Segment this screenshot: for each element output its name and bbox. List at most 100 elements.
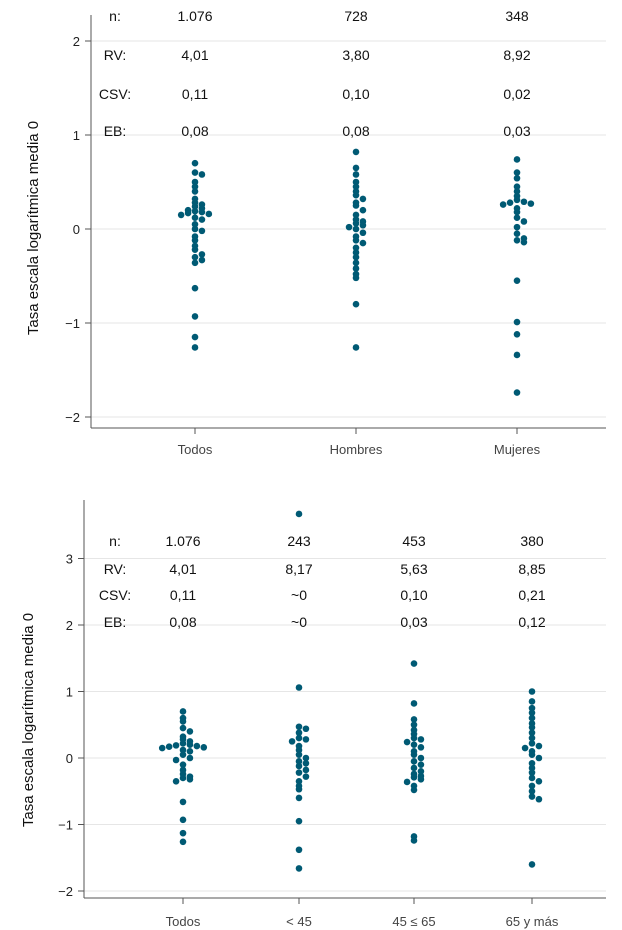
data-point [295, 684, 303, 691]
data-point [352, 183, 360, 190]
data-point [191, 333, 199, 341]
data-point [359, 221, 367, 229]
data-point [417, 744, 425, 751]
data-point [528, 793, 536, 800]
data-point [186, 741, 194, 748]
data-point [528, 714, 536, 722]
data-point [506, 199, 514, 206]
stat-row-label: RV: [104, 47, 127, 63]
data-point [410, 721, 418, 729]
data-point [179, 838, 187, 846]
data-point [528, 729, 536, 737]
stat-value: 4,01 [169, 561, 196, 577]
stat-value: 0,08 [342, 123, 369, 139]
data-point [417, 736, 425, 743]
data-point [528, 760, 536, 767]
data-point [513, 196, 521, 204]
data-point [191, 214, 199, 222]
data-point [184, 209, 192, 217]
stat-value: 0,10 [400, 587, 427, 603]
data-point [359, 206, 367, 214]
data-point [193, 742, 201, 750]
data-point [295, 758, 303, 765]
data-point [172, 777, 180, 785]
data-point [352, 244, 360, 252]
stat-value: 0,03 [503, 123, 530, 139]
data-point [535, 795, 543, 803]
data-point [352, 249, 360, 256]
data-point [513, 330, 521, 338]
data-point [295, 769, 303, 776]
stat-value: 0,21 [518, 587, 545, 603]
data-point [528, 698, 536, 705]
data-point [403, 778, 411, 786]
data-point [179, 708, 187, 715]
y-tick-label: 0 [73, 222, 80, 237]
data-point [191, 203, 199, 210]
data-point [352, 211, 360, 219]
data-point [352, 274, 360, 282]
y-tick-label: 2 [66, 618, 73, 633]
data-point [191, 178, 199, 186]
data-point [179, 816, 187, 824]
data-point [417, 761, 425, 768]
stat-value: 8,17 [285, 561, 312, 577]
data-point [520, 198, 528, 206]
data-point [410, 837, 418, 844]
data-point [191, 253, 199, 261]
data-point [352, 164, 360, 172]
stat-row-label: EB: [104, 123, 127, 139]
y-tick-label: −2 [58, 884, 73, 899]
y-tick-label: −1 [58, 818, 73, 833]
data-point [410, 764, 418, 772]
data-point [295, 794, 303, 802]
y-tick-label: −2 [65, 410, 80, 425]
data-point [499, 201, 507, 208]
data-point [295, 846, 303, 854]
data-point [352, 253, 360, 261]
data-point [513, 223, 521, 231]
data-point [191, 259, 199, 267]
stat-value: 1.076 [165, 533, 200, 549]
stat-value: 0,02 [503, 86, 530, 102]
chart-panel-sex: −2 −1 0 1 2 Tasa escala logarítmica media 0 To… [25, 8, 606, 457]
stat-value: 3,80 [342, 47, 369, 63]
data-point [165, 743, 173, 750]
data-point [417, 754, 425, 762]
data-point [352, 171, 360, 178]
data-point [186, 775, 194, 783]
data-point [295, 817, 303, 825]
stat-value: 5,63 [400, 561, 427, 577]
data-point [513, 208, 521, 216]
stat-row-label: CSV: [99, 587, 131, 603]
data-point [535, 754, 543, 762]
data-point [302, 736, 310, 743]
category-label: < 45 [286, 914, 312, 929]
data-point [417, 775, 425, 783]
data-point [410, 773, 418, 781]
data-point [302, 725, 310, 733]
data-point [513, 351, 521, 359]
data-point [191, 221, 199, 228]
data-point [179, 746, 187, 754]
data-point [191, 188, 199, 195]
data-point [177, 211, 185, 219]
data-point [198, 227, 206, 235]
stat-row-label: EB: [104, 614, 127, 630]
stat-value: 8,92 [503, 47, 530, 63]
stat-value: 0,10 [342, 86, 369, 102]
data-point [172, 756, 180, 764]
data-point [295, 723, 303, 731]
data-point [513, 230, 521, 237]
data-point [513, 156, 521, 163]
data-point [359, 195, 367, 203]
data-point [359, 239, 367, 247]
data-point [191, 236, 199, 244]
stat-value: ~0 [291, 614, 307, 630]
data-point [403, 738, 411, 746]
data-point [186, 754, 194, 762]
y-tick-label: 3 [66, 552, 73, 567]
data-point [205, 210, 213, 218]
data-point [295, 777, 303, 785]
data-point [158, 744, 166, 752]
